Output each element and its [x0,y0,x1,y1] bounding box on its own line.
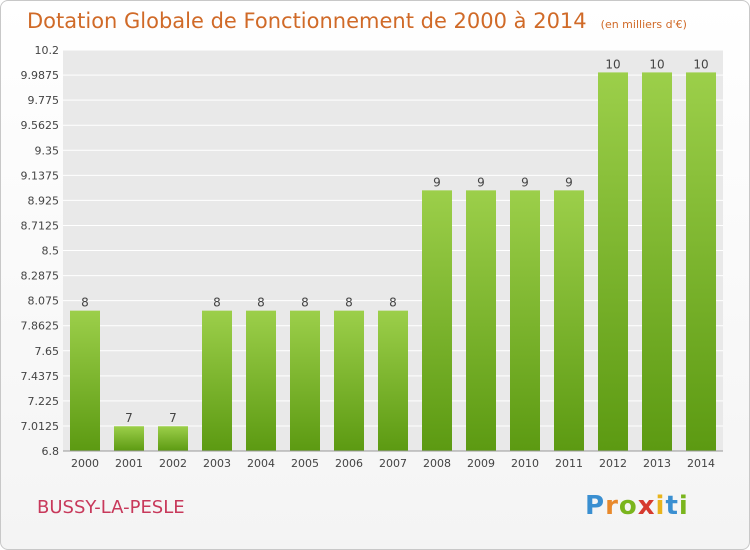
x-tick-label-2011: 2011 [555,457,583,470]
bar-2002 [158,426,188,451]
x-tick-label-2001: 2001 [115,457,143,470]
value-label-2002: 7 [169,411,177,425]
value-label-2012: 10 [605,57,620,71]
bar-2011 [554,190,584,451]
bar-2012 [598,72,628,452]
value-label-2008: 9 [433,175,441,189]
value-label-2003: 8 [213,296,221,310]
x-tick-label-2003: 2003 [203,457,231,470]
y-tick-label: 7.225 [28,395,60,408]
bar-2013 [642,72,672,452]
value-label-2011: 9 [565,175,573,189]
bar-2006 [334,310,364,451]
value-label-2013: 10 [649,57,664,71]
bar-2005 [290,310,320,451]
value-label-2010: 9 [521,175,529,189]
x-tick-label-2004: 2004 [247,457,275,470]
y-tick-label: 8.7125 [21,219,60,232]
value-label-2007: 8 [389,296,397,310]
y-tick-label: 9.9875 [21,69,60,82]
y-tick-label: 8.925 [28,194,60,207]
y-tick-label: 9.35 [35,144,60,157]
x-tick-label-2013: 2013 [643,457,671,470]
y-tick-label: 7.65 [35,345,60,358]
y-tick-label: 9.775 [28,94,60,107]
x-tick-label-2010: 2010 [511,457,539,470]
x-tick-label-2009: 2009 [467,457,495,470]
bar-2007 [378,310,408,451]
y-tick-label: 10.2 [35,44,60,57]
y-tick-label: 7.8625 [21,320,60,333]
bars [70,72,716,452]
commune-name: BUSSY-LA-PESLE [37,497,185,518]
value-label-2006: 8 [345,296,353,310]
bar-2001 [114,426,144,451]
x-tick-label-2005: 2005 [291,457,319,470]
y-tick-label: 6.8 [42,445,60,458]
x-tick-label-2002: 2002 [159,457,187,470]
x-tick-label-2012: 2012 [599,457,627,470]
y-tick-label: 8.2875 [21,270,60,283]
value-labels: 8 7 7 8 8 8 8 8 9 9 9 9 10 10 10 [81,57,708,425]
chart-title-text: Dotation Globale de Fonctionnement de 20… [27,9,587,33]
y-axis-ticks: 6.8 7.0125 7.225 7.4375 7.65 7.8625 8.075 8.287… [21,44,60,458]
value-label-2005: 8 [301,296,309,310]
y-tick-label: 8.5 [42,245,60,258]
bar-2010 [510,190,540,451]
value-label-2004: 8 [257,296,265,310]
x-tick-label-2006: 2006 [335,457,363,470]
value-label-2014: 10 [693,57,708,71]
chart-subtitle: (en milliers d'€) [600,18,687,31]
proxiti-logo: Proxiti [585,491,689,521]
bar-2004 [246,310,276,451]
bar-2000 [70,310,100,451]
bar-2008 [422,190,452,451]
x-tick-label-2007: 2007 [379,457,407,470]
x-axis-ticks: 2000 2001 2002 2003 2004 2005 2006 2007 2008 2009… [71,457,715,470]
y-tick-label: 9.1375 [21,169,60,182]
bar-2003 [202,310,232,451]
y-tick-label: 7.0125 [21,420,60,433]
bar-2009 [466,190,496,451]
bar-2014 [686,72,716,452]
y-tick-label: 8.075 [28,295,60,308]
y-tick-label: 9.5625 [21,119,60,132]
x-tick-label-2014: 2014 [687,457,715,470]
x-tick-label-2000: 2000 [71,457,99,470]
y-tick-label: 7.4375 [21,370,60,383]
chart-title: Dotation Globale de Fonctionnement de 20… [27,9,687,33]
value-label-2000: 8 [81,296,89,310]
x-tick-label-2008: 2008 [423,457,451,470]
value-label-2009: 9 [477,175,485,189]
value-label-2001: 7 [125,411,133,425]
